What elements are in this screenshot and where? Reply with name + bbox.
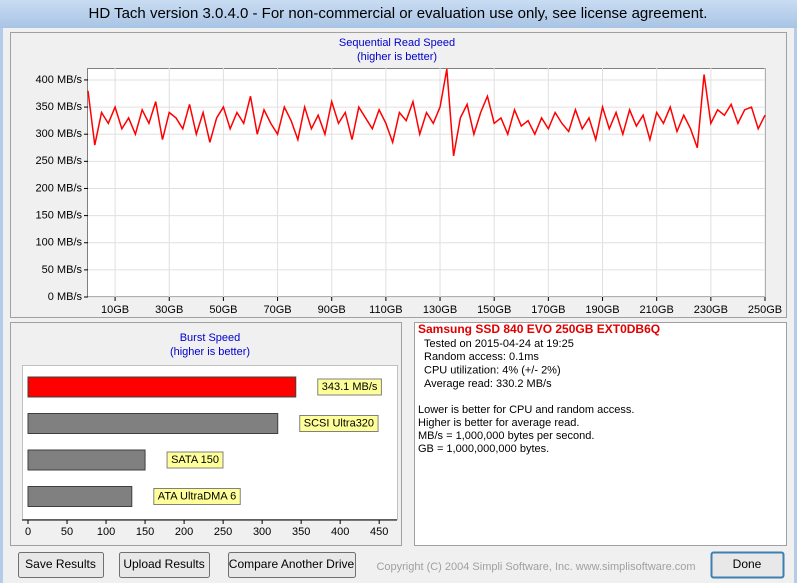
button-face[interactable]: [710, 551, 785, 579]
drive-name: Samsung SSD 840 EVO 250GB EXT0DB6Q: [418, 322, 660, 336]
info-line: Random access: 0.1ms: [424, 351, 539, 363]
button-label[interactable]: Compare Another Drive: [229, 557, 355, 571]
chart-subtitle: (higher is better): [170, 346, 250, 358]
x-tick-label: 150: [136, 526, 154, 538]
bar-label: SCSI Ultra320: [304, 417, 374, 429]
x-tick-label: 400: [331, 526, 349, 538]
y-tick-label: 400 MB/s: [36, 74, 83, 86]
x-tick-label: 350: [292, 526, 310, 538]
info-line: Average read: 330.2 MB/s: [424, 378, 552, 390]
button[interactable]: Compare Another Drive: [228, 552, 356, 578]
info-note: MB/s = 1,000,000 bytes per second.: [418, 430, 594, 442]
button[interactable]: Upload Results: [119, 552, 210, 578]
title-bar: [0, 0, 797, 28]
info-line: Tested on 2015-04-24 at 19:25: [424, 338, 574, 350]
chart-title: Burst Speed: [180, 332, 241, 344]
info-panel: [414, 322, 787, 546]
x-tick-label: 210GB: [640, 304, 674, 316]
button-face[interactable]: [119, 552, 210, 578]
x-tick-label: 0: [25, 526, 31, 538]
x-tick-label: 250: [214, 526, 232, 538]
y-tick-label: 100 MB/s: [36, 237, 83, 249]
x-tick-label: 300: [253, 526, 271, 538]
bar-label: ATA UltraDMA 6: [158, 490, 236, 502]
y-tick-label: 350 MB/s: [36, 101, 83, 113]
x-tick-label: 100: [97, 526, 115, 538]
button-face[interactable]: [18, 552, 104, 578]
plot-area: [87, 68, 766, 297]
x-tick-label: 50GB: [209, 304, 237, 316]
x-tick-label: 230GB: [694, 304, 728, 316]
x-tick-label: 70GB: [263, 304, 291, 316]
x-tick-label: 30GB: [155, 304, 183, 316]
info-note: Higher is better for average read.: [418, 417, 579, 429]
x-tick-label: 110GB: [369, 304, 402, 316]
info-line: CPU utilization: 4% (+/- 2%): [424, 365, 561, 377]
x-tick-label: 10GB: [101, 304, 129, 316]
button-face[interactable]: [228, 552, 356, 578]
window-title: HD Tach version 3.0.4.0 - For non-commer…: [89, 5, 708, 22]
copyright: Copyright (C) 2004 Simpli Software, Inc.…: [376, 561, 695, 573]
y-tick-label: 50 MB/s: [42, 264, 83, 276]
x-tick-label: 190GB: [585, 304, 619, 316]
x-tick-label: 130GB: [423, 304, 457, 316]
chart-subtitle: (higher is better): [357, 51, 437, 63]
line: [87, 68, 766, 157]
label-box: [166, 451, 224, 469]
x-tick-label: 200: [175, 526, 193, 538]
bar: [27, 413, 279, 434]
x-tick-label: 50: [61, 526, 73, 538]
button-label[interactable]: Done: [733, 557, 762, 571]
x-tick-label: 150GB: [477, 304, 511, 316]
chart-title: Sequential Read Speed: [339, 37, 455, 49]
bar: [27, 376, 297, 398]
y-tick-label: 200 MB/s: [36, 182, 83, 194]
label-box: [153, 488, 241, 505]
y-tick-label: 250 MB/s: [36, 155, 83, 167]
y-tick-label: 300 MB/s: [36, 128, 83, 140]
info-note: GB = 1,000,000,000 bytes.: [418, 443, 549, 455]
x-tick-label: 250GB: [748, 304, 782, 316]
label-box: [317, 378, 382, 396]
y-tick-label: 0 MB/s: [48, 291, 83, 303]
bar: [27, 486, 133, 507]
label-box: [299, 415, 379, 432]
y-tick-label: 150 MB/s: [36, 210, 83, 222]
bar-label: 343.1 MB/s: [322, 381, 378, 393]
button-label[interactable]: Upload Results: [123, 557, 204, 571]
button[interactable]: Save Results: [18, 552, 104, 578]
button[interactable]: Done: [710, 551, 785, 579]
bar: [27, 449, 146, 471]
info-note: Lower is better for CPU and random acces…: [418, 404, 634, 416]
x-tick-label: 450: [370, 526, 388, 538]
x-tick-label: 90GB: [318, 304, 346, 316]
x-tick-label: 170GB: [531, 304, 565, 316]
button-label[interactable]: Save Results: [25, 557, 96, 571]
bar-label: SATA 150: [171, 454, 219, 466]
